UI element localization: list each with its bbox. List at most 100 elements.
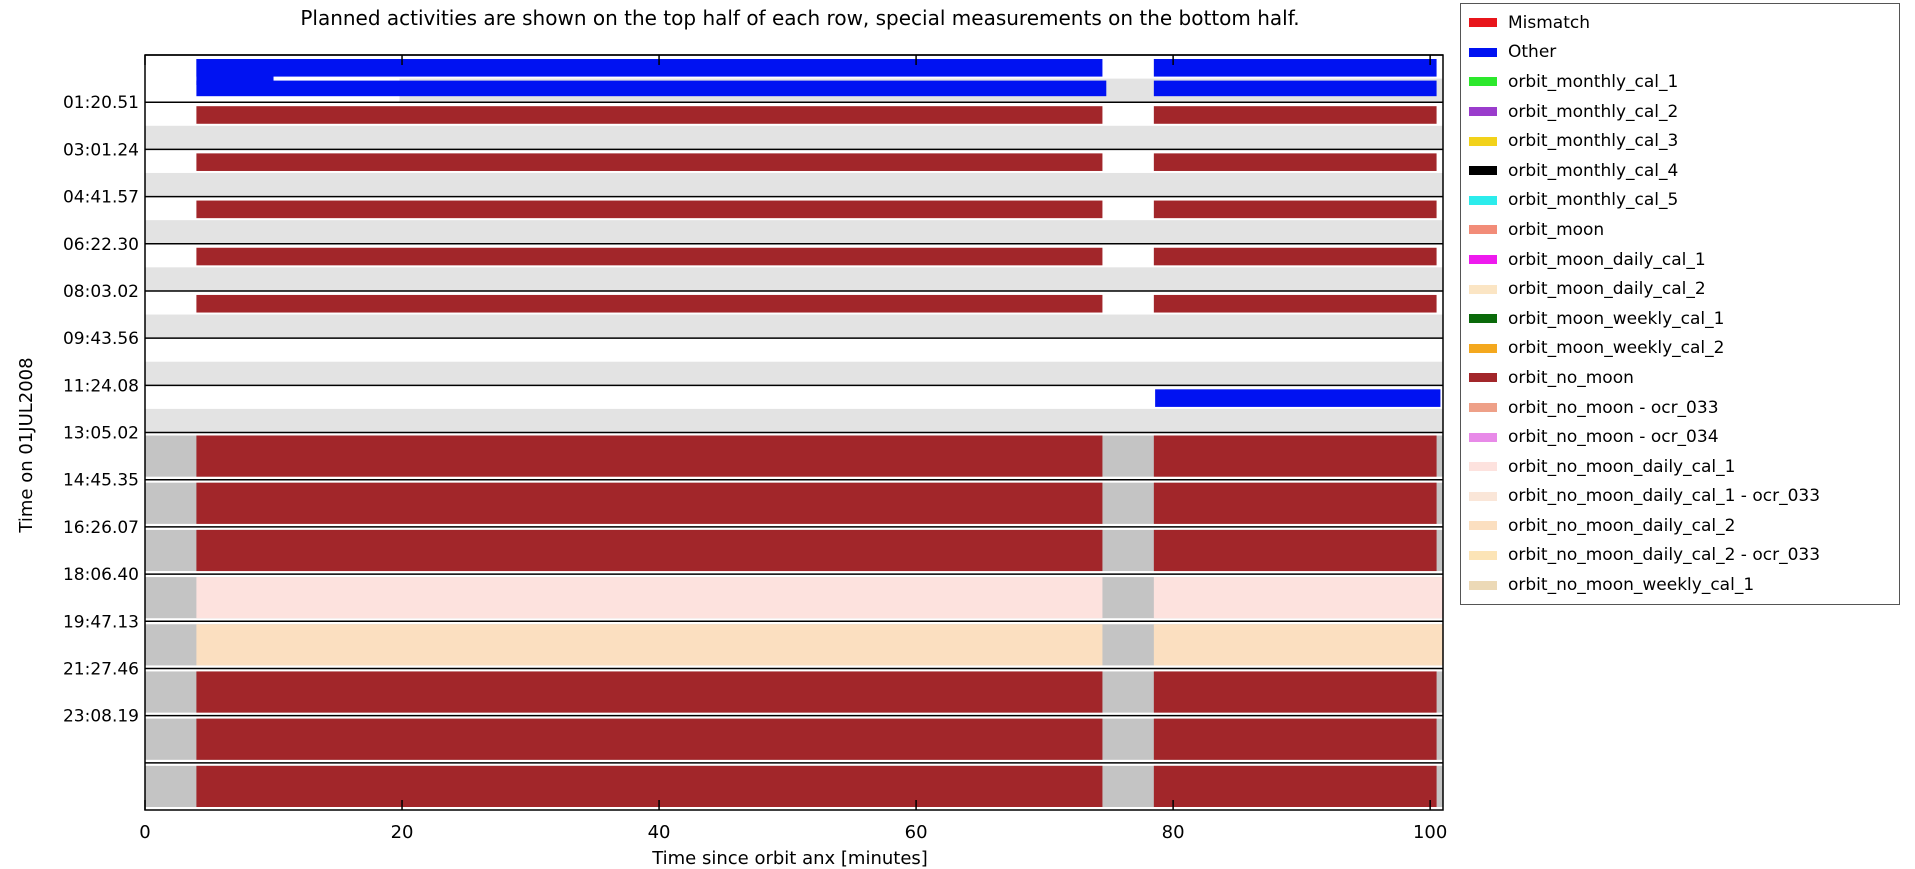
y-tick-label: 09:43.56 (63, 329, 139, 349)
special-background (145, 361, 1443, 386)
x-tick-labels: 0 20 40 60 80 100 (139, 822, 1447, 843)
legend-swatch (1469, 47, 1497, 57)
x-axis-label: Time since orbit anx [minutes] (651, 848, 928, 869)
bar-segment (1153, 671, 1437, 713)
bar-segment-top (1153, 294, 1437, 313)
y-axis-label: Time on 01JUL2008 (16, 357, 37, 533)
legend-item: orbit_no_moon_weekly_cal_1 (1469, 570, 1899, 600)
y-tick-label: 14:45.35 (63, 471, 139, 491)
y-tick-label: 11:24.08 (63, 376, 139, 396)
bar-segment-top (196, 153, 1103, 171)
special-background (145, 220, 1443, 244)
bar-segment-top (196, 247, 1103, 266)
legend-item: Other (1469, 38, 1899, 68)
bar-segment (1153, 482, 1437, 524)
legend-label: orbit_monthly_cal_5 (1508, 190, 1679, 211)
legend-label: orbit_no_moon_daily_cal_1 (1508, 456, 1736, 477)
y-tick-label: 03:01.24 (63, 140, 139, 160)
y-tick-label: 23:08.19 (63, 707, 139, 727)
legend-label: orbit_moon_weekly_cal_1 (1508, 308, 1725, 329)
legend-swatch (1469, 432, 1497, 442)
bar-segment-top (1153, 247, 1437, 266)
legend-swatch (1469, 550, 1497, 560)
legend-item: orbit_moon (1469, 215, 1899, 245)
bar-segment-top (196, 59, 1103, 77)
bar-segment (196, 482, 1103, 524)
legend-label: orbit_monthly_cal_4 (1508, 160, 1679, 181)
legend-item: orbit_no_moon - ocr_034 (1469, 422, 1899, 452)
legend-item: orbit_monthly_cal_1 (1469, 67, 1899, 97)
legend-item: orbit_no_moon_daily_cal_2 (1469, 511, 1899, 541)
legend: Mismatch Other orbit_monthly_cal_1 orbit_mo… (1460, 3, 1900, 605)
legend-label: orbit_no_moon (1508, 367, 1634, 388)
timeline-chart: Planned activities are shown on the top … (16, 6, 1447, 869)
legend-item: orbit_no_moon (1469, 363, 1899, 393)
legend-label: orbit_no_moon_weekly_cal_1 (1508, 575, 1755, 596)
bar-segment (1153, 765, 1437, 807)
chart-title: Planned activities are shown on the top … (300, 6, 1299, 30)
legend-label: orbit_no_moon - ocr_034 (1508, 427, 1719, 448)
legend-item: orbit_moon_weekly_cal_1 (1469, 304, 1899, 334)
legend-label: orbit_moon_daily_cal_1 (1508, 249, 1706, 270)
bar-segment (1153, 718, 1437, 760)
legend-label: orbit_monthly_cal_1 (1508, 71, 1679, 92)
bar-segment (196, 529, 1103, 572)
legend-swatch (1469, 403, 1497, 413)
bar-segment-top (1153, 200, 1437, 219)
legend-swatch (1469, 195, 1497, 205)
legend-item: Mismatch (1469, 8, 1899, 38)
x-tick-label: 40 (648, 822, 671, 843)
x-tick-label: 20 (391, 822, 414, 843)
y-tick-labels: 01:20.51 03:01.24 04:41.57 06:22.30 08:03.02… (63, 93, 139, 726)
legend-item: orbit_no_moon_daily_cal_2 - ocr_033 (1469, 541, 1899, 571)
special-background (145, 125, 1443, 150)
legend-label: orbit_moon (1508, 219, 1605, 240)
legend-swatch (1469, 225, 1497, 235)
legend-swatch (1469, 580, 1497, 590)
legend-swatch (1469, 255, 1497, 265)
legend-swatch (1469, 314, 1497, 324)
y-tick-label: 13:05.02 (63, 424, 139, 444)
bars-layer (145, 59, 1443, 807)
bar-segment-top (1153, 106, 1437, 124)
plot-frame (144, 54, 1444, 811)
legend-item: orbit_moon_daily_cal_1 (1469, 245, 1899, 275)
special-background (145, 267, 1443, 291)
y-tick-label: 21:27.46 (63, 659, 139, 679)
special-background (145, 314, 1443, 339)
bar-segment (196, 765, 1103, 807)
legend-label: orbit_no_moon_daily_cal_1 - ocr_033 (1508, 486, 1821, 507)
bar-segment (196, 577, 1103, 619)
bar-segment-top (196, 59, 274, 85)
x-tick-label: 100 (1413, 822, 1447, 843)
legend-item: orbit_no_moon_daily_cal_1 - ocr_033 (1469, 482, 1899, 512)
legend-swatch (1469, 373, 1497, 383)
legend-label: orbit_monthly_cal_3 (1508, 131, 1679, 152)
legend-swatch (1469, 462, 1497, 472)
legend-swatch (1469, 107, 1497, 117)
x-tick-label: 80 (1162, 822, 1185, 843)
bar-segment (1153, 577, 1443, 619)
special-background (145, 408, 1443, 433)
y-tick-label: 06:22.30 (63, 235, 139, 255)
legend-item: orbit_monthly_cal_4 (1469, 156, 1899, 186)
plot-border (144, 54, 1444, 811)
legend-label: Other (1508, 42, 1557, 63)
bar-segment (196, 435, 1103, 477)
legend-item: orbit_moon_weekly_cal_2 (1469, 334, 1899, 364)
legend-swatch (1469, 77, 1497, 87)
legend-swatch (1469, 284, 1497, 294)
legend-item: orbit_no_moon - ocr_033 (1469, 393, 1899, 423)
bar-segment-top (196, 294, 1103, 313)
bar-segment (196, 718, 1103, 760)
bar-segment-bottom (196, 80, 1107, 97)
y-tick-label: 08:03.02 (63, 282, 139, 302)
legend-label: orbit_moon_weekly_cal_2 (1508, 338, 1725, 359)
legend-item: orbit_moon_daily_cal_2 (1469, 274, 1899, 304)
bar-segment-top (1153, 153, 1437, 171)
bar-segment (1153, 435, 1437, 477)
legend-label: orbit_no_moon_daily_cal_2 - ocr_033 (1508, 545, 1821, 566)
legend-label: orbit_monthly_cal_2 (1508, 101, 1679, 122)
legend-label: orbit_no_moon_daily_cal_2 (1508, 515, 1736, 536)
bar-segment-top (1153, 59, 1437, 77)
